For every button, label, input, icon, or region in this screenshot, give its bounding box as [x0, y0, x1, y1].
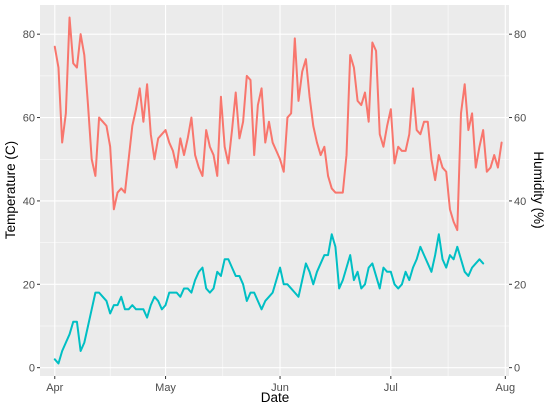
y-tick-label-right: 40 [514, 196, 526, 208]
x-tick-label: Jun [271, 382, 289, 394]
y-tick-label-left: 40 [23, 196, 35, 208]
y-tick-label-right: 60 [514, 113, 526, 125]
x-tick-label: Apr [46, 382, 63, 394]
x-axis-title: Date [261, 390, 290, 405]
y-axis-title-left: Temperature (C) [3, 141, 18, 239]
temperature-line [53, 16, 503, 232]
y-axis-title-right: Humidity (%) [531, 151, 546, 228]
y-tick-label-left: 80 [23, 29, 35, 41]
series-layer [53, 16, 503, 365]
humidity-line [53, 233, 485, 365]
y-tick-label-right: 20 [514, 279, 526, 291]
x-tick-label: May [155, 382, 176, 394]
y-tick-label-left: 60 [23, 113, 35, 125]
axes-layer: 0 20 40 60 80 0 20 40 60 80 Apr May Jun Jul Aug [23, 29, 527, 394]
y-tick-label-right: 0 [514, 363, 520, 375]
x-tick-label: Aug [496, 382, 516, 394]
y-tick-label-right: 80 [514, 29, 526, 41]
y-tick-label-left: 20 [23, 279, 35, 291]
x-tick-label: Jul [384, 382, 398, 394]
y-tick-label-left: 0 [29, 363, 35, 375]
minor-gridlines [40, 5, 509, 376]
